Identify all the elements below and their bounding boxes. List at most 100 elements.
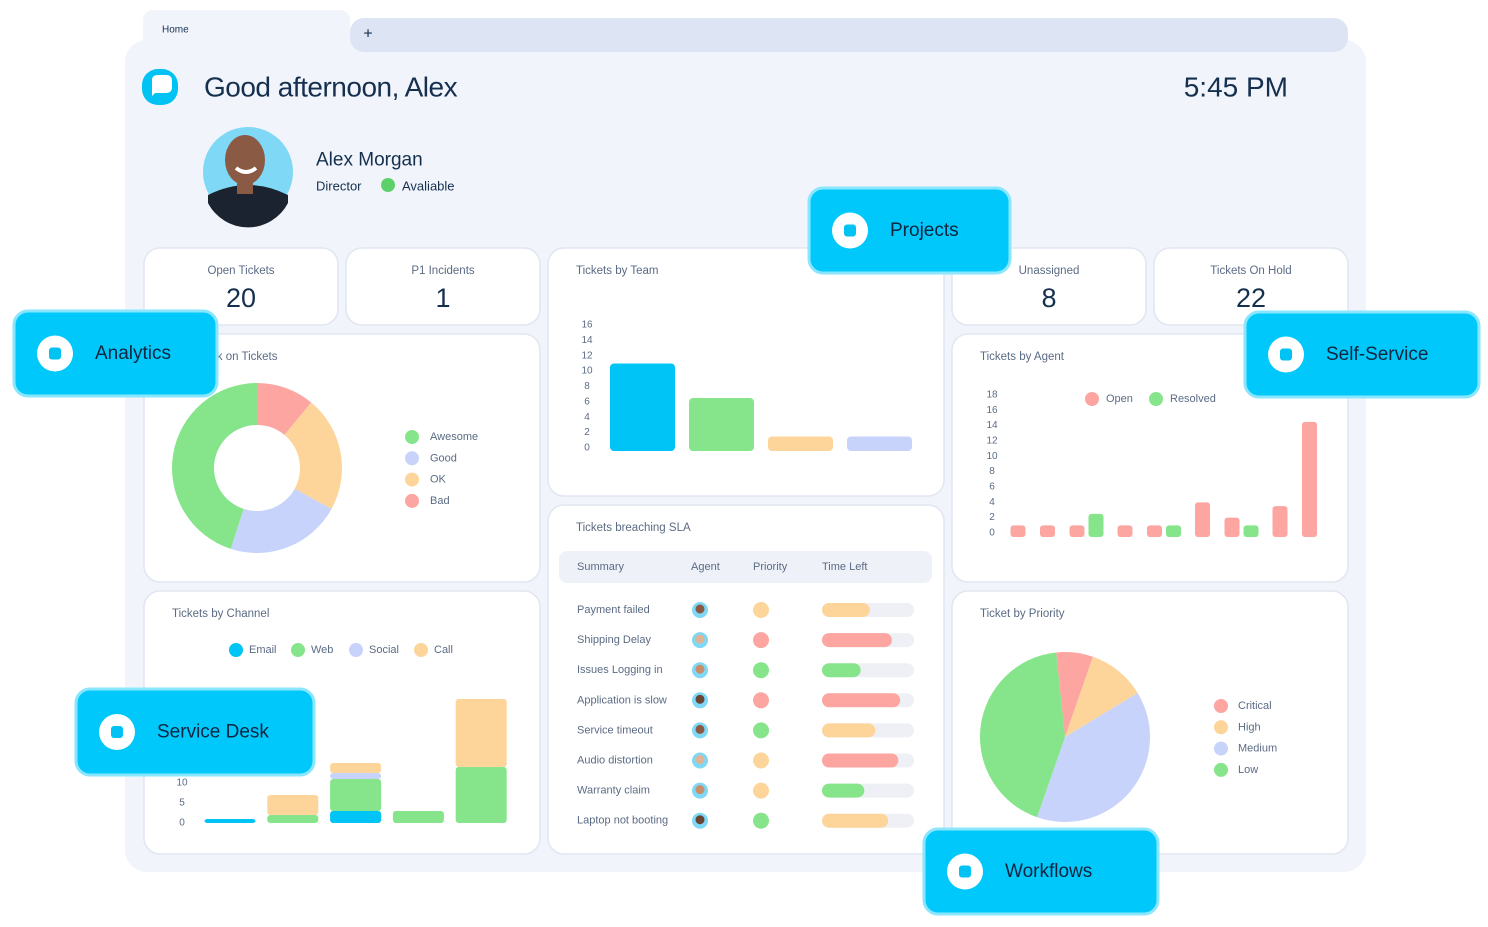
legend-dot <box>229 643 243 657</box>
legend-label: Medium <box>1238 743 1277 755</box>
bar <box>1272 506 1288 537</box>
legend-label: Social <box>369 644 399 656</box>
column-header: Summary <box>577 561 625 573</box>
priority-dot <box>753 722 769 739</box>
legend-label: Resolved <box>1170 393 1216 405</box>
priority-dot <box>753 692 769 709</box>
y-tick-label: 14 <box>581 335 593 346</box>
badge-label[interactable]: Workflows <box>1005 861 1092 882</box>
feature-badge[interactable] <box>807 186 1012 275</box>
y-tick-label: 4 <box>989 497 995 508</box>
bar-segment <box>330 779 382 811</box>
legend-dot <box>1149 392 1163 406</box>
legend-dot <box>291 643 305 657</box>
y-tick-label: 6 <box>584 396 590 407</box>
legend-label: Call <box>434 644 453 656</box>
card <box>951 333 1349 583</box>
feature-badge[interactable] <box>922 827 1160 916</box>
bar-segment <box>204 819 256 823</box>
bar <box>1117 525 1133 537</box>
time-left-bar <box>822 723 876 738</box>
badge-label[interactable]: Projects <box>890 220 959 241</box>
card <box>345 247 541 326</box>
bar <box>1302 421 1317 537</box>
time-left-bar <box>822 813 889 828</box>
agent-face <box>695 724 705 734</box>
y-tick-label: 16 <box>986 405 998 416</box>
bar-segment <box>267 815 319 823</box>
bar <box>1040 525 1055 537</box>
priority-dot <box>753 812 769 829</box>
bar <box>1147 525 1162 537</box>
legend-dot <box>1214 699 1228 713</box>
bar <box>768 436 833 451</box>
priority-dot <box>753 752 769 769</box>
bar-segment <box>455 767 507 823</box>
priority-dot <box>753 632 769 649</box>
feature-badge[interactable] <box>1243 310 1481 399</box>
legend-label: Email <box>249 644 277 656</box>
pie-slice <box>980 652 1065 818</box>
y-tick-label: 6 <box>989 482 995 493</box>
pie-slice <box>1037 692 1150 822</box>
summary[interactable]: Warranty claim <box>577 785 650 797</box>
card <box>547 247 945 497</box>
pie-slice <box>1056 652 1093 737</box>
legend-label: Open <box>1106 393 1133 405</box>
agent-face <box>695 604 705 614</box>
bar-segment <box>330 773 382 779</box>
time-left-bar <box>822 663 861 678</box>
new-tab[interactable]: + <box>363 26 372 43</box>
bar-segment <box>330 763 382 773</box>
stat-value: 22 <box>1236 283 1266 313</box>
summary[interactable]: Application is slow <box>577 694 667 706</box>
y-tick-label: 0 <box>179 818 185 829</box>
y-tick-label: 10 <box>581 366 593 377</box>
greeting: Good afternoon, Alex <box>204 72 458 103</box>
bar <box>1069 525 1085 537</box>
donut-slice <box>257 383 312 435</box>
agent-face <box>695 785 705 795</box>
tab[interactable] <box>143 10 350 52</box>
badge-label[interactable]: Self-Service <box>1326 344 1428 365</box>
badge-glyph <box>1280 348 1292 361</box>
y-tick-label: 0 <box>989 528 995 539</box>
summary[interactable]: Payment failed <box>577 604 650 616</box>
donut-slice <box>284 402 342 509</box>
summary[interactable]: Issues Logging in <box>577 664 663 676</box>
summary[interactable]: Audio distortion <box>577 755 653 767</box>
agent-face <box>695 815 705 825</box>
y-tick-label: 16 <box>581 320 593 331</box>
tab-label[interactable]: Home <box>162 25 189 36</box>
summary[interactable]: Service timeout <box>577 724 653 736</box>
time-left-bar <box>822 693 901 708</box>
bar <box>847 436 912 451</box>
y-tick-label: 8 <box>989 466 995 477</box>
priority-dot <box>753 782 769 799</box>
badge-label[interactable]: Service Desk <box>157 722 269 743</box>
clock: 5:45 PM <box>1184 72 1288 103</box>
avatar <box>203 127 293 228</box>
column-header: Time Left <box>822 561 867 573</box>
feature-badge[interactable] <box>12 309 219 398</box>
chart-title: Ticket by Priority <box>980 608 1065 620</box>
column-header: Agent <box>691 561 720 573</box>
bar <box>1243 525 1259 537</box>
legend-dot <box>414 643 428 657</box>
badge-glyph <box>844 224 856 237</box>
summary[interactable]: Laptop not booting <box>577 815 668 827</box>
y-tick-label: 12 <box>986 436 998 447</box>
badge-label[interactable]: Analytics <box>95 343 171 364</box>
feature-badge[interactable] <box>74 687 316 777</box>
y-tick-label: 2 <box>989 512 995 523</box>
agent-face <box>695 634 705 644</box>
summary[interactable]: Shipping Delay <box>577 634 651 646</box>
time-left-bar <box>822 603 870 617</box>
legend-dot <box>405 451 419 466</box>
bar-segment <box>267 795 319 815</box>
legend-dot <box>349 643 363 657</box>
legend-label: Bad <box>430 495 450 507</box>
pie-slice <box>1065 656 1138 737</box>
legend-dot <box>405 493 419 508</box>
bar <box>1088 513 1104 537</box>
